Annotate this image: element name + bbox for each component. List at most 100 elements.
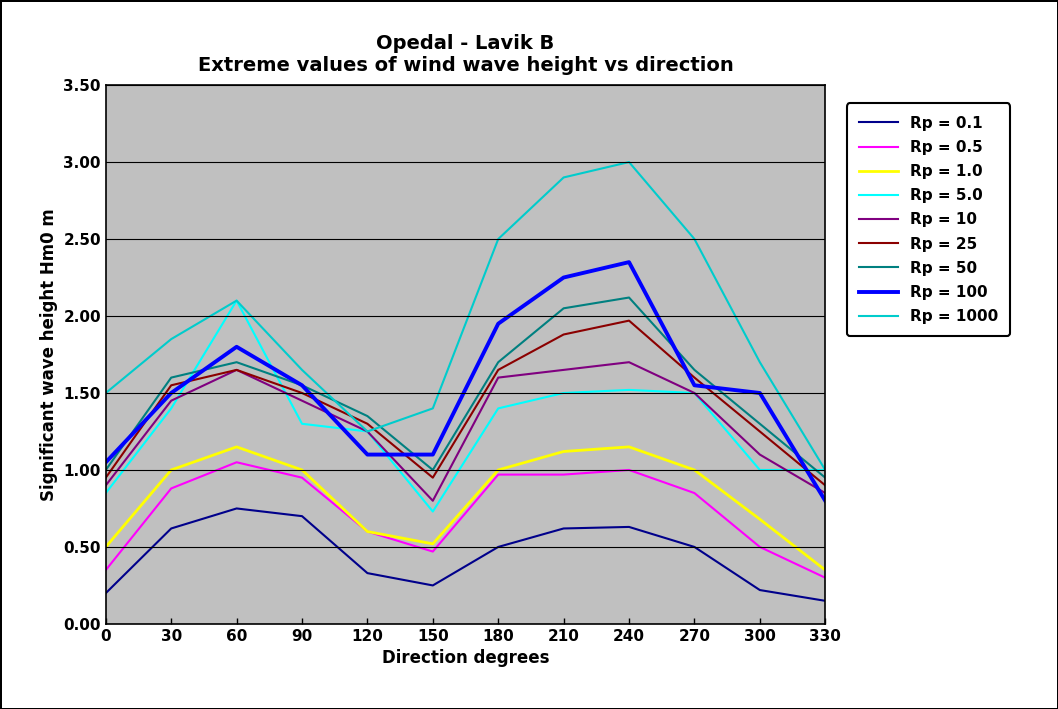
Rp = 1000 [688, 235, 700, 243]
Rp = 10 [295, 396, 308, 405]
Rp = 0.5 [231, 458, 243, 467]
Rp = 5.0 [426, 507, 439, 515]
Rp = 25 [688, 374, 700, 382]
Rp = 50 [623, 294, 636, 302]
Rp = 1.0 [426, 540, 439, 548]
Rp = 1000 [295, 366, 308, 374]
Rp = 50 [753, 420, 766, 428]
Rp = 5.0 [492, 404, 505, 413]
Rp = 1.0 [492, 466, 505, 474]
Rp = 100 [99, 458, 112, 467]
Rp = 100 [361, 450, 373, 459]
Rp = 5.0 [623, 386, 636, 394]
Rp = 1000 [426, 404, 439, 413]
Line: Rp = 1.0: Rp = 1.0 [106, 447, 825, 570]
Rp = 100 [295, 381, 308, 389]
Rp = 25 [492, 366, 505, 374]
Rp = 50 [295, 381, 308, 389]
Rp = 5.0 [165, 404, 178, 413]
Rp = 25 [426, 474, 439, 482]
Rp = 5.0 [231, 296, 243, 305]
Line: Rp = 25: Rp = 25 [106, 320, 825, 486]
Rp = 50 [361, 412, 373, 420]
Line: Rp = 5.0: Rp = 5.0 [106, 301, 825, 511]
Rp = 0.1 [361, 569, 373, 577]
Rp = 100 [558, 273, 570, 281]
Rp = 25 [558, 330, 570, 339]
X-axis label: Direction degrees: Direction degrees [382, 649, 549, 667]
Rp = 5.0 [99, 489, 112, 497]
Rp = 5.0 [819, 466, 832, 474]
Rp = 10 [231, 366, 243, 374]
Rp = 10 [165, 396, 178, 405]
Rp = 50 [165, 374, 178, 382]
Rp = 1.0 [165, 466, 178, 474]
Rp = 1000 [361, 428, 373, 436]
Rp = 25 [295, 389, 308, 397]
Rp = 0.5 [753, 542, 766, 551]
Rp = 1000 [558, 173, 570, 182]
Rp = 10 [426, 496, 439, 505]
Y-axis label: Significant wave height Hm0 m: Significant wave height Hm0 m [40, 208, 58, 501]
Rp = 0.1 [558, 524, 570, 532]
Rp = 10 [361, 428, 373, 436]
Rp = 10 [688, 389, 700, 397]
Rp = 100 [492, 320, 505, 328]
Rp = 0.1 [492, 542, 505, 551]
Line: Rp = 0.5: Rp = 0.5 [106, 462, 825, 578]
Rp = 0.5 [295, 474, 308, 482]
Line: Rp = 100: Rp = 100 [106, 262, 825, 501]
Rp = 100 [753, 389, 766, 397]
Rp = 1.0 [753, 515, 766, 523]
Rp = 50 [231, 358, 243, 367]
Rp = 1.0 [361, 527, 373, 536]
Rp = 50 [558, 304, 570, 313]
Rp = 50 [492, 358, 505, 367]
Rp = 1000 [492, 235, 505, 243]
Rp = 25 [165, 381, 178, 389]
Rp = 0.5 [819, 574, 832, 582]
Rp = 100 [623, 258, 636, 267]
Rp = 10 [623, 358, 636, 367]
Rp = 1.0 [99, 542, 112, 551]
Rp = 50 [99, 466, 112, 474]
Rp = 1000 [819, 466, 832, 474]
Rp = 0.5 [426, 547, 439, 556]
Rp = 1.0 [623, 442, 636, 451]
Rp = 5.0 [753, 466, 766, 474]
Rp = 25 [623, 316, 636, 325]
Rp = 0.1 [688, 542, 700, 551]
Rp = 1000 [99, 389, 112, 397]
Rp = 5.0 [688, 389, 700, 397]
Rp = 0.5 [492, 470, 505, 479]
Rp = 50 [426, 466, 439, 474]
Rp = 0.5 [361, 527, 373, 536]
Rp = 10 [753, 450, 766, 459]
Title: Opedal - Lavik B
Extreme values of wind wave height vs direction: Opedal - Lavik B Extreme values of wind … [198, 34, 733, 75]
Rp = 10 [99, 481, 112, 490]
Rp = 1000 [231, 296, 243, 305]
Rp = 1.0 [688, 466, 700, 474]
Rp = 10 [558, 366, 570, 374]
Rp = 0.1 [231, 504, 243, 513]
Rp = 0.5 [688, 489, 700, 497]
Rp = 0.5 [558, 470, 570, 479]
Line: Rp = 1000: Rp = 1000 [106, 162, 825, 470]
Rp = 0.1 [426, 581, 439, 590]
Rp = 1000 [753, 358, 766, 367]
Rp = 1.0 [231, 442, 243, 451]
Rp = 1.0 [295, 466, 308, 474]
Rp = 0.1 [99, 589, 112, 598]
Rp = 50 [688, 366, 700, 374]
Rp = 100 [165, 389, 178, 397]
Line: Rp = 50: Rp = 50 [106, 298, 825, 478]
Legend: Rp = 0.1, Rp = 0.5, Rp = 1.0, Rp = 5.0, Rp = 10, Rp = 25, Rp = 50, Rp = 100, Rp : Rp = 0.1, Rp = 0.5, Rp = 1.0, Rp = 5.0, … [847, 104, 1010, 336]
Rp = 10 [819, 489, 832, 497]
Line: Rp = 10: Rp = 10 [106, 362, 825, 501]
Rp = 25 [231, 366, 243, 374]
Rp = 25 [819, 481, 832, 490]
Rp = 0.5 [99, 566, 112, 574]
Rp = 5.0 [558, 389, 570, 397]
Rp = 1000 [165, 335, 178, 343]
Rp = 0.5 [623, 466, 636, 474]
